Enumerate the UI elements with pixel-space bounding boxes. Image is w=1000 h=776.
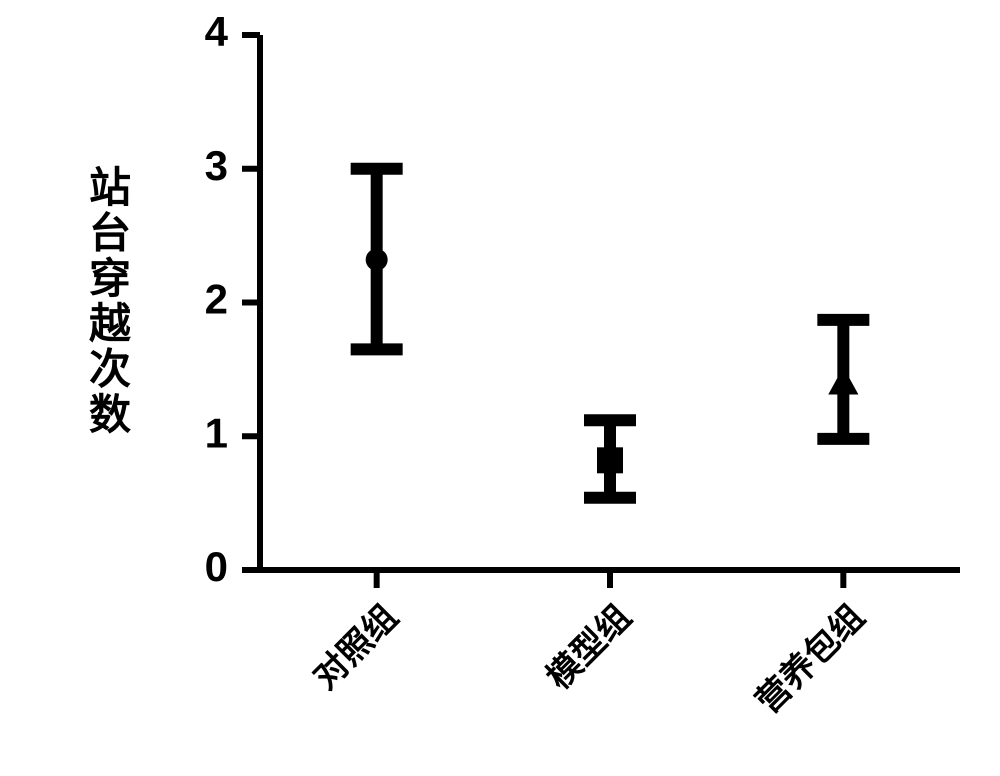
y-axis-label: 站台穿越次数 <box>89 164 132 438</box>
y-tick-label: 0 <box>205 543 228 590</box>
y-tick-label: 4 <box>205 8 229 55</box>
point-marker-square <box>597 447 623 473</box>
chart-stage: 01234站台穿越次数对照组模型组营养包组 <box>0 0 1000 776</box>
errorbar-chart: 01234站台穿越次数对照组模型组营养包组 <box>0 0 1000 776</box>
y-tick-label: 2 <box>205 276 228 323</box>
point-marker-circle <box>366 249 388 271</box>
y-tick-label: 3 <box>205 142 228 189</box>
y-tick-label: 1 <box>205 409 228 456</box>
